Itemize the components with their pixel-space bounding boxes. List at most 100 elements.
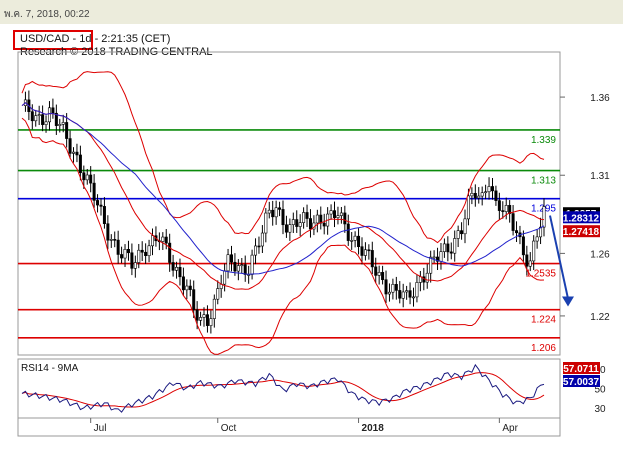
candle-body <box>130 252 134 269</box>
candle-body <box>205 314 209 326</box>
candle-body <box>391 284 395 293</box>
rsi-line <box>21 363 545 413</box>
candle-body <box>453 238 457 254</box>
candle-body <box>229 254 233 263</box>
rsi-badge <box>563 362 600 374</box>
candle-body <box>302 212 306 223</box>
projection-arrow-head <box>562 296 574 307</box>
candle-body <box>281 209 285 226</box>
candle-body <box>199 317 203 321</box>
candle-body <box>339 212 343 216</box>
candle-body <box>58 124 62 126</box>
candle-body <box>353 235 357 241</box>
candle-body <box>219 283 223 289</box>
candle-body <box>295 219 299 227</box>
candle-body <box>429 256 433 274</box>
candle-body <box>542 206 546 228</box>
candle-body <box>106 223 110 241</box>
candle-body <box>401 291 405 299</box>
candle-body <box>102 206 106 225</box>
candle-body <box>381 272 385 281</box>
candle-body <box>85 174 89 181</box>
candle-body <box>41 114 45 125</box>
candle-body <box>487 186 491 193</box>
candle-body <box>47 107 51 123</box>
chart-subtitle: Research © 2018 TRADING CENTRAL <box>20 46 213 58</box>
datetime: พ.ค. 7, 2018, 00:22 <box>4 9 90 20</box>
candle-body <box>398 290 402 299</box>
candle-body <box>133 262 137 269</box>
candle-body <box>528 260 532 267</box>
candle-body <box>521 236 525 256</box>
candle-body <box>312 222 316 230</box>
candle-body <box>54 112 58 126</box>
candle-body <box>315 214 319 224</box>
candle-body <box>473 193 477 199</box>
candle-body <box>326 213 330 227</box>
title-highlight-box <box>13 30 93 50</box>
candle-body <box>216 288 220 300</box>
level-label: 1.224 <box>531 315 556 326</box>
price-panel-frame <box>17 51 561 356</box>
candle-body <box>126 249 130 254</box>
candle-body <box>274 207 278 218</box>
candle-body <box>535 236 539 242</box>
candle-body <box>322 222 326 227</box>
level-label: 1.295 <box>531 204 556 215</box>
candle-body <box>223 270 227 285</box>
candle-body <box>65 122 69 139</box>
candle-body <box>504 205 508 212</box>
candle-body <box>418 276 422 283</box>
candle-body <box>271 209 275 218</box>
level-label: 1.313 <box>531 176 556 187</box>
candle-body <box>137 249 141 263</box>
price-badge-label: 1.28312 <box>563 213 600 224</box>
candle-body <box>171 262 175 271</box>
candle-body <box>405 290 409 293</box>
candle-body <box>305 212 309 219</box>
candle-body <box>384 279 388 295</box>
candle-body <box>442 243 446 252</box>
candle-body <box>480 192 484 197</box>
candle-body <box>374 266 378 276</box>
candle-body <box>202 314 206 318</box>
price-tick-label: 1.31 <box>590 171 610 182</box>
candle-body <box>209 318 213 326</box>
price-badge <box>563 211 600 224</box>
candle-body <box>78 154 82 174</box>
candle-body <box>140 249 144 253</box>
candle-body <box>96 200 100 206</box>
candle-body <box>477 195 481 199</box>
candle-body <box>250 254 254 275</box>
candle-body <box>151 235 155 247</box>
candle-body <box>164 236 168 244</box>
candle-body <box>515 230 519 234</box>
candle-body <box>387 291 391 295</box>
candle-body <box>539 226 543 238</box>
candle-body <box>363 249 367 256</box>
candle-body <box>75 151 79 156</box>
candle-body <box>343 212 347 225</box>
candle-body <box>243 264 247 275</box>
candle-body <box>456 230 460 239</box>
time-tick-label: Jul <box>94 423 107 434</box>
candle-body <box>415 282 419 298</box>
candle-body <box>463 218 467 235</box>
candle-body <box>377 272 381 276</box>
candle-body <box>27 99 31 112</box>
candle-body <box>267 209 271 214</box>
candle-body <box>508 205 512 214</box>
candle-body <box>319 214 323 224</box>
candle-body <box>490 186 494 192</box>
candle-body <box>497 200 501 211</box>
candle-body <box>116 239 120 255</box>
candle-body <box>449 251 453 254</box>
candle-body <box>147 245 151 256</box>
candle-body <box>346 223 350 241</box>
rsi-tick-label: 50 <box>594 385 606 396</box>
candle-body <box>37 114 41 116</box>
candle-body <box>44 121 48 125</box>
candle-body <box>236 265 240 272</box>
candle-body <box>436 256 440 262</box>
candle-body <box>154 235 158 242</box>
